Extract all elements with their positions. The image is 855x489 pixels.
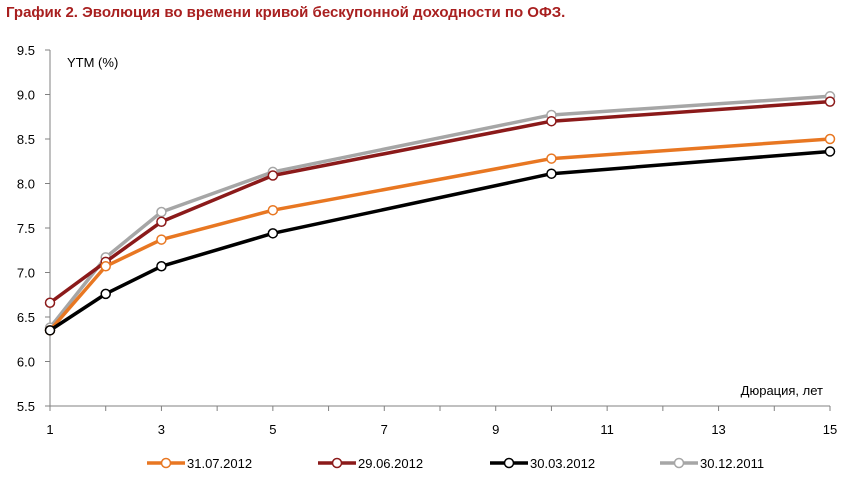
series-30.03.2012 (44, 146, 836, 336)
legend-marker (331, 457, 343, 469)
series-31.07.2012 (44, 133, 836, 336)
series-line (49, 149, 831, 332)
x-tick-label: 1 (46, 422, 53, 437)
y-tick-label: 7.0 (17, 266, 35, 281)
chart-title: График 2. Эволюция во времени кривой бес… (6, 4, 566, 21)
data-point (824, 96, 836, 107)
legend-marker (503, 457, 515, 469)
data-point (546, 153, 557, 164)
legend: 31.07.2012 29.06.2012 30.03.2012 30.12.2011 (147, 456, 764, 471)
series-layer (44, 91, 836, 336)
legend-item: 31.07.2012 (147, 456, 252, 471)
x-tick-label: 9 (492, 422, 499, 437)
y-tick-label: 6.5 (17, 310, 35, 325)
y-axis-label: YTM (%) (67, 55, 118, 70)
legend-item: 29.06.2012 (318, 456, 423, 471)
axes: 5.56.06.57.07.58.08.59.09.51 3 5 7 9 11 13 15YT… (17, 43, 837, 437)
data-point (267, 170, 279, 181)
x-tick-label: 15 (823, 422, 837, 437)
data-point (156, 206, 167, 218)
y-tick-label: 8.5 (17, 132, 35, 147)
x-tick-label: 11 (600, 422, 614, 437)
y-tick-label: 9.5 (17, 43, 35, 58)
legend-label: 29.06.2012 (358, 456, 423, 471)
legend-item: 30.12.2011 (660, 456, 764, 471)
x-tick-label: 7 (381, 422, 388, 437)
legend-label: 30.12.2011 (700, 456, 764, 471)
legend-label: 30.03.2012 (530, 456, 595, 471)
series-line (48, 137, 831, 332)
y-tick-label: 5.5 (17, 399, 35, 414)
x-tick-label: 13 (711, 422, 725, 437)
data-point (44, 297, 56, 309)
legend-label: 31.07.2012 (187, 456, 252, 471)
data-point (824, 146, 836, 157)
series-30.12.2011 (44, 91, 836, 333)
data-point (546, 168, 557, 179)
y-tick-label: 7.5 (17, 221, 35, 236)
series-line (48, 94, 831, 329)
legend-marker (673, 457, 685, 469)
x-tick-label: 3 (158, 422, 165, 437)
data-point (156, 216, 167, 228)
data-point (546, 115, 557, 127)
x-axis-label: Дюрация, лет (741, 383, 823, 398)
y-tick-label: 6.0 (17, 355, 35, 370)
data-point (44, 325, 56, 336)
y-tick-label: 9.0 (17, 88, 35, 103)
data-point (100, 261, 111, 272)
series-line (48, 99, 831, 305)
data-point (156, 261, 167, 272)
data-point (824, 133, 836, 145)
legend-marker (160, 457, 172, 469)
data-point (100, 288, 111, 300)
data-point (267, 228, 279, 239)
series-29.06.2012 (44, 96, 836, 309)
data-point (267, 204, 279, 216)
x-tick-label: 5 (269, 422, 276, 437)
data-point (156, 234, 167, 245)
y-tick-label: 8.0 (17, 177, 35, 192)
legend-item: 30.03.2012 (490, 456, 595, 471)
